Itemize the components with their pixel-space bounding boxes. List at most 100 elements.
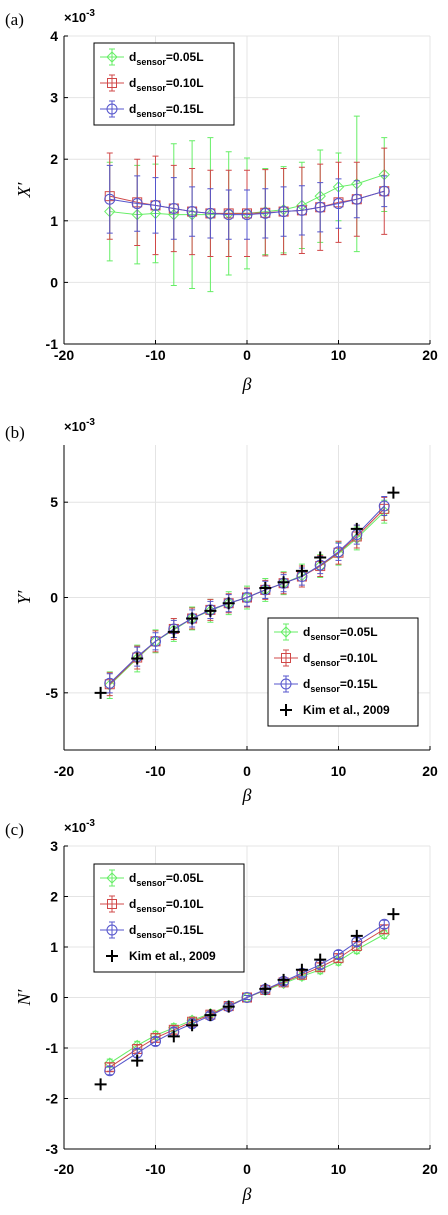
data-point [387, 486, 400, 499]
y-tick-label: 1 [50, 939, 58, 955]
x-tick-label: 10 [331, 763, 347, 779]
legend-marker [106, 103, 118, 115]
error-bar [353, 180, 360, 219]
error-bar [106, 673, 113, 694]
error-bar [381, 919, 388, 929]
legend-marker [106, 51, 118, 63]
error-bar [170, 177, 177, 240]
chart-panel-0: (a) ×10-3-20 -10 0 10 20-101234βX′dsensor=0.0… [5, 8, 438, 394]
y-tick-label: 2 [50, 151, 58, 167]
data-point [204, 604, 217, 617]
data-point [131, 652, 144, 665]
data-point [378, 918, 390, 930]
x-axis-label: β [242, 785, 252, 805]
data-point [314, 201, 326, 213]
error-bar [106, 1066, 113, 1076]
data-point [167, 625, 180, 638]
series-2 [104, 164, 390, 240]
chart-panel-2: (c) ×10-3-20 -10 0 10 20-3-2-10123βN′dsensor=… [5, 818, 438, 1204]
data-point [186, 1019, 199, 1032]
legend-marker [106, 950, 118, 962]
legend-marker [107, 899, 117, 909]
y-tick-label: 0 [50, 990, 58, 1006]
x-tick-label: 20 [422, 347, 438, 363]
error-bar [134, 175, 141, 232]
legend-item: dsensor=0.15L [274, 675, 378, 694]
x-tick-label: -20 [54, 1161, 74, 1177]
data-point [104, 1065, 116, 1077]
y-tick-label: 3 [50, 90, 58, 106]
legend-marker [106, 872, 118, 884]
legend: dsensor=0.05L dsensor=0.10L dsensor=0.15L K… [267, 617, 419, 727]
legend-label: dsensor=0.10L [129, 897, 204, 914]
data-point [378, 928, 390, 941]
x-tick-label: 0 [243, 763, 251, 779]
y-tick-label: -3 [46, 1141, 59, 1157]
y-axis-label: Y′ [14, 589, 34, 604]
data-point [351, 193, 363, 205]
data-point [204, 1009, 217, 1022]
axis-multiplier: ×10-3 [64, 417, 95, 434]
y-axis-label: N′ [14, 988, 34, 1006]
data-point [387, 908, 400, 921]
series-group [94, 908, 400, 1091]
legend-marker [106, 924, 118, 936]
data-point [350, 522, 363, 535]
x-tick-label: -10 [145, 1161, 165, 1177]
error-bar [106, 164, 113, 234]
legend-label: dsensor=0.05L [129, 50, 204, 67]
data-point [378, 500, 390, 512]
legend-label: dsensor=0.10L [129, 76, 204, 93]
error-bar [280, 186, 287, 237]
panel-label: (b) [5, 423, 25, 442]
legend-label: dsensor=0.05L [129, 871, 204, 888]
data-point [296, 204, 308, 216]
legend-label: Kim et al., 2009 [129, 949, 216, 963]
legend: dsensor=0.05L dsensor=0.10L dsensor=0.15L [93, 42, 235, 126]
error-bar [189, 186, 196, 237]
y-tick-label: 3 [50, 838, 58, 854]
legend: dsensor=0.05L dsensor=0.10L dsensor=0.15L K… [93, 863, 245, 973]
y-tick-label: 0 [50, 274, 58, 290]
x-tick-label: 0 [243, 1161, 251, 1177]
data-point [150, 635, 161, 647]
data-point [167, 1030, 180, 1043]
x-tick-label: 10 [331, 347, 347, 363]
y-axis-label: X′ [14, 181, 34, 198]
data-point [277, 576, 290, 589]
y-tick-label: -5 [46, 685, 59, 701]
data-point [259, 581, 272, 594]
legend-item: dsensor=0.15L [100, 921, 204, 940]
y-tick-label: 0 [50, 590, 58, 606]
legend-item: dsensor=0.15L [100, 100, 204, 119]
legend-errorbar [109, 895, 115, 913]
legend-marker [280, 678, 292, 690]
error-bar [317, 182, 324, 233]
data-point [259, 982, 272, 995]
error-bar [335, 950, 342, 960]
x-axis-label: β [242, 374, 252, 394]
data-point [150, 199, 161, 211]
y-tick-label: -1 [46, 1040, 59, 1056]
data-point [333, 546, 344, 558]
data-point [241, 592, 253, 603]
data-point [168, 202, 180, 214]
legend-marker [280, 626, 292, 638]
legend-item: dsensor=0.05L [274, 623, 378, 642]
error-bar [244, 588, 250, 607]
x-tick-label: 0 [243, 347, 251, 363]
error-bar [381, 495, 388, 517]
x-tick-label: -20 [54, 347, 74, 363]
data-point [278, 206, 290, 218]
data-point [204, 207, 216, 219]
legend-label: Kim et al., 2009 [303, 703, 390, 717]
legend-item: Kim et al., 2009 [280, 703, 390, 717]
y-tick-label: 2 [50, 889, 58, 905]
data-point [295, 963, 308, 976]
error-bar [152, 177, 159, 234]
x-tick-label: 20 [422, 763, 438, 779]
error-bar [244, 189, 250, 240]
data-point [314, 953, 327, 966]
legend-item: Kim et al., 2009 [106, 949, 216, 963]
